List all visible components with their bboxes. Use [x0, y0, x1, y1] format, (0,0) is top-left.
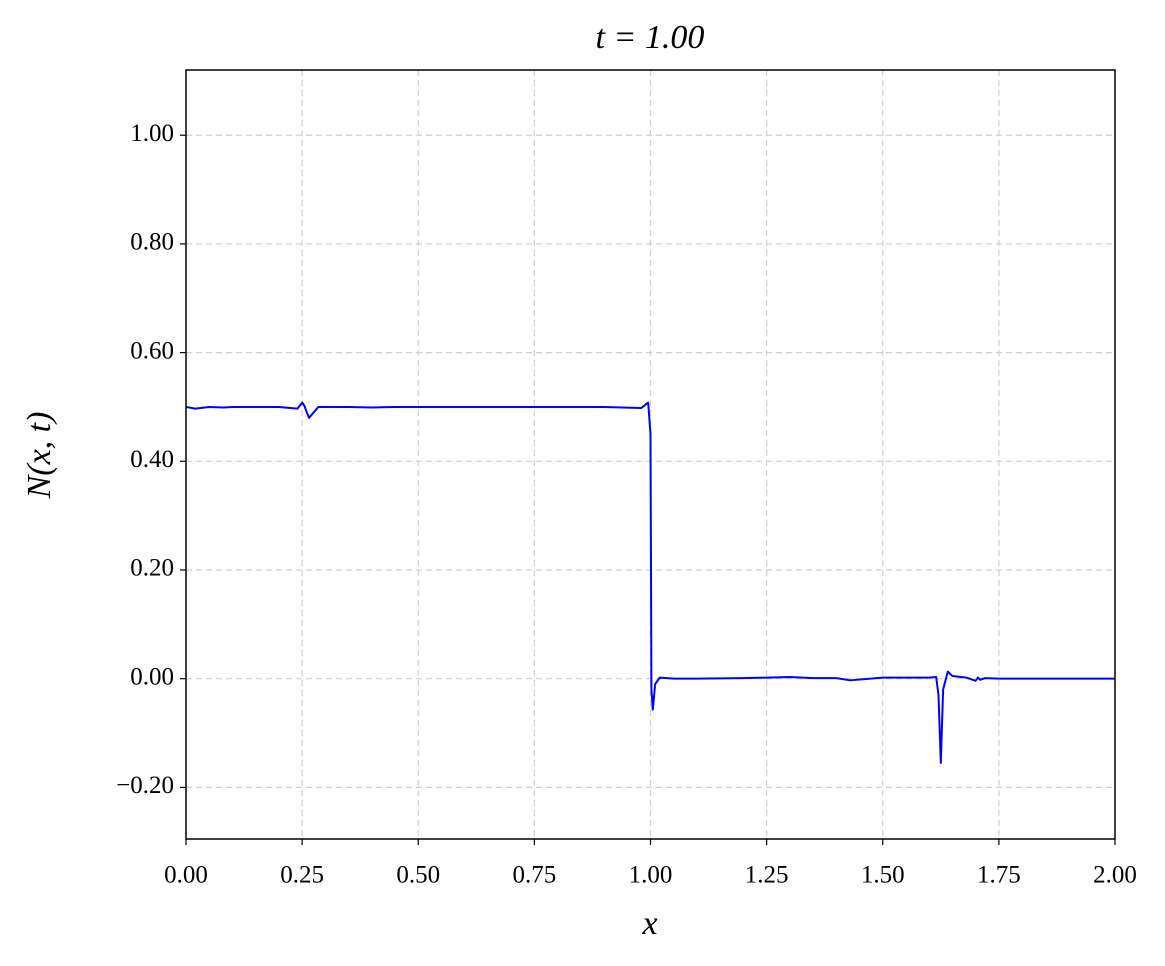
x-tick-label: 1.75	[977, 862, 1021, 889]
y-tick-label: 0.80	[130, 229, 174, 256]
y-tick-label: 0.00	[130, 663, 174, 690]
x-tick-label: 0.00	[164, 862, 208, 889]
y-tick-label: 0.20	[130, 555, 174, 582]
data-line	[185, 401, 1115, 764]
y-tick-label: 1.00	[130, 120, 174, 147]
x-tick-label: 0.75	[513, 862, 557, 889]
chart-title: t = 1.00	[596, 19, 705, 56]
y-axis-label: N(x, t)	[21, 412, 58, 500]
y-tick-label: 0.40	[130, 446, 174, 473]
x-tick-label: 1.25	[745, 862, 789, 889]
y-tick-label: −0.20	[116, 772, 174, 799]
y-tick-label: 0.60	[130, 337, 174, 364]
x-axis-label: x	[641, 905, 657, 942]
x-tick-label: 0.25	[280, 862, 324, 889]
x-tick-label: 1.00	[629, 862, 673, 889]
x-tick-label: 0.50	[396, 862, 440, 889]
plot-frame	[185, 69, 1116, 840]
x-tick-label: 1.50	[861, 862, 905, 889]
x-tick-label: 2.00	[1093, 862, 1137, 889]
